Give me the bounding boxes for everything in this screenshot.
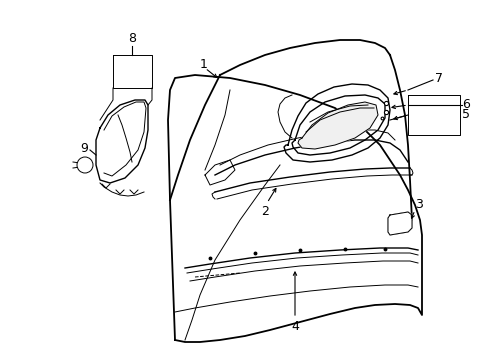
Text: 3: 3 (414, 198, 422, 211)
Text: 4: 4 (290, 320, 298, 333)
Text: 6: 6 (461, 99, 469, 112)
Text: 2: 2 (261, 205, 268, 218)
Polygon shape (297, 102, 377, 149)
Text: 5: 5 (461, 108, 469, 122)
Text: 9: 9 (80, 141, 88, 154)
Polygon shape (387, 212, 411, 235)
Circle shape (77, 157, 93, 173)
Text: 7: 7 (434, 72, 442, 85)
Text: 8: 8 (128, 32, 136, 45)
Text: 1: 1 (200, 58, 207, 72)
